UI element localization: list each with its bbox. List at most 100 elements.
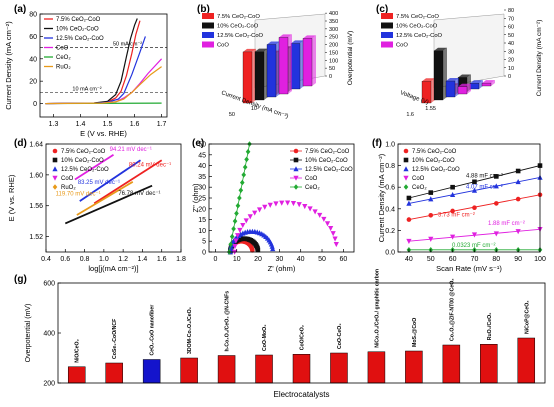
annotation: 50 mA cm⁻² [113, 42, 142, 48]
bar [256, 355, 273, 383]
y-tick-label: 80 [29, 12, 37, 19]
legend-label: 7.5% CeO₂-CoO [56, 17, 101, 23]
legend-marker [294, 184, 299, 190]
z-tick-label: 40 [508, 41, 514, 47]
bar [330, 353, 347, 383]
data-point [291, 201, 296, 206]
legend-label: CoO [61, 176, 74, 182]
y-tick-label: 35 [198, 174, 206, 181]
panel-g: (g) NiO/CeO₂ CoSe₂-CoO/NCF CeO₂-CoO nanofib… [14, 269, 545, 399]
x-tick-label: 1.5 [103, 121, 113, 128]
y-axis-label: Current Density (mA cm⁻²) [536, 20, 543, 97]
y-axis-label: Current Density (mA cm⁻²) [4, 21, 13, 110]
x-tick-label: 0.8 [80, 256, 90, 263]
bar [293, 354, 310, 383]
z-tick-label: 0 [508, 74, 511, 80]
y-tick-label: 0.6 [385, 185, 395, 192]
y-tick-label: 20 [29, 79, 37, 86]
y-axis-label: Z" (ohm) [191, 183, 200, 212]
bar [255, 52, 264, 100]
bar [267, 45, 276, 97]
bar-label: CoO/CeO₂ [300, 324, 306, 350]
y-axis-label: Current Density (mA cm⁻²) [377, 153, 386, 242]
legend-swatch [381, 13, 393, 19]
bar-label: MoS₂@CoO [412, 318, 418, 347]
z-tick-label: 10 [508, 66, 514, 72]
y-tick-label: 15 [198, 217, 206, 224]
panel-label: (f) [372, 138, 382, 149]
z-tick-label: 350 [329, 19, 338, 25]
y-axis-label: E (V vs. RHE) [7, 174, 16, 221]
bar [446, 81, 455, 97]
bar [405, 351, 422, 383]
x-axis-label: Scan Rate (mV s⁻¹) [436, 264, 502, 273]
z-tick-label: 150 [329, 50, 338, 56]
y-tick-label: 0.0 [385, 250, 395, 257]
data-point [321, 217, 326, 222]
data-point [279, 201, 284, 206]
legend-label: 12.5% CeO₂-CoO [396, 33, 443, 39]
legend-marker [294, 149, 299, 154]
bar-label: NiCoP@CeO₂ [524, 300, 530, 334]
bar [68, 367, 85, 383]
y-tick-label: 0.4 [385, 206, 395, 213]
bar-label: NiO/CeO₂ [75, 338, 81, 362]
slope-label: 119.70 mV dec⁻¹ [56, 192, 101, 198]
category-label: 50 [229, 112, 235, 118]
data-point [472, 205, 477, 210]
data-point [257, 207, 262, 212]
data-point [407, 196, 412, 201]
data-point [516, 169, 521, 174]
legend-label: CeO₂ [412, 185, 427, 191]
z-tick-label: 50 [329, 66, 335, 72]
bar-label: CoSe₂-CoO/NCF [112, 319, 118, 359]
y-tick-label: 10 [198, 228, 206, 235]
y-tick-label: 0 [33, 101, 37, 108]
data-point [262, 205, 267, 210]
legend-label: CeO₂ [305, 185, 320, 191]
bar-label: CeO₂-CoO nanofiber [150, 305, 156, 356]
bar-side [312, 35, 316, 86]
bar-label: 3DOM-Co₃O₄/CeO₂ [187, 306, 193, 354]
y-tick-label: 50 [198, 142, 206, 149]
data-point [302, 204, 307, 209]
legend-label: CoO [396, 43, 408, 49]
x-tick-label: 1.8 [176, 256, 186, 263]
legend-label: 12.5% CeO₂-CoO [56, 36, 104, 42]
z-tick-label: 30 [508, 49, 514, 55]
legend-label: CoO [305, 176, 318, 182]
panel-label: (g) [14, 274, 27, 285]
x-tick-label: 40 [297, 256, 305, 263]
data-point [428, 213, 433, 218]
data-point [273, 201, 278, 206]
legend-swatch [202, 42, 214, 48]
data-point [516, 197, 521, 202]
z-tick-label: 50 [508, 33, 514, 39]
y-tick-label: 0.2 [385, 228, 395, 235]
data-point [307, 206, 312, 211]
x-axis-label: log[j(mA cm⁻²)] [88, 264, 138, 273]
z-tick-label: 80 [508, 8, 514, 14]
x-tick-label: 100 [534, 256, 546, 263]
y-tick-label: 400 [43, 331, 55, 338]
category-label: 1.6 [406, 112, 414, 118]
legend-label: 7.5% CeO₂-CoO [396, 14, 439, 20]
y-tick-label: 60 [29, 34, 37, 41]
x-tick-label: 10 [233, 256, 241, 263]
legend-marker [53, 158, 58, 163]
bar [106, 363, 123, 383]
data-point [407, 217, 412, 222]
x-tick-label: 1.6 [157, 256, 167, 263]
x-axis-label: Electrocatalysts [273, 390, 329, 399]
bar [458, 87, 467, 94]
legend-label: CoO [412, 176, 425, 182]
legend-label: RuO₂ [61, 185, 76, 191]
data-point [240, 223, 245, 228]
x-tick-label: 0.4 [41, 256, 51, 263]
z-tick-label: 20 [508, 58, 514, 64]
y-tick-label: 0 [202, 250, 206, 257]
bar [218, 356, 235, 384]
